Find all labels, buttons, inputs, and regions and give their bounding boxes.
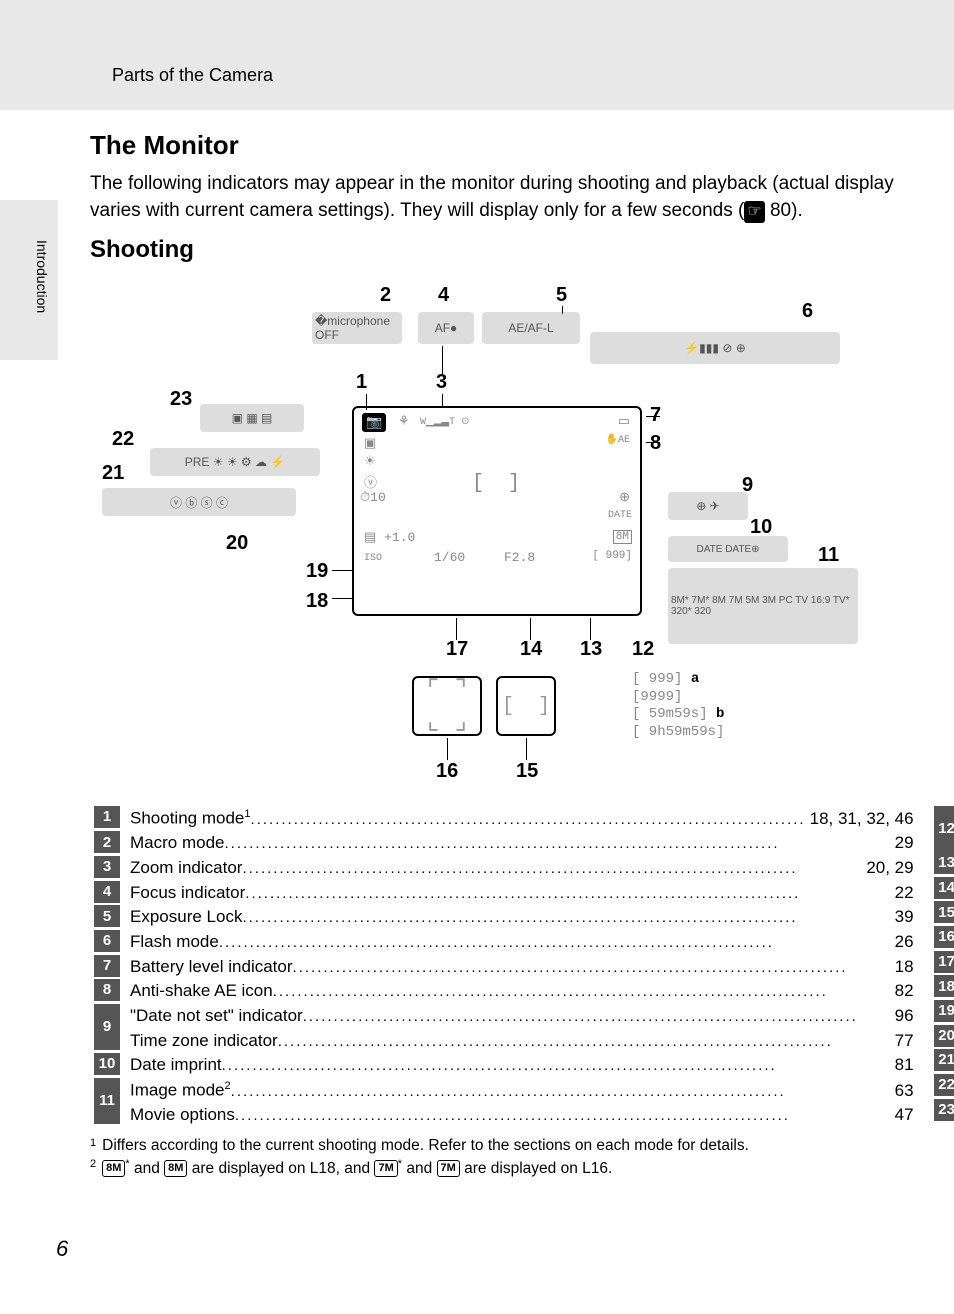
box-date: DATE DATE⊕ xyxy=(668,536,788,562)
sub-readout: [ 999] a [9999] [ 59m59s] b [ 9h59m59s] xyxy=(632,671,724,741)
legend-row: 13Internal memory indicator19 xyxy=(934,852,954,877)
self-timer: ⏱10 xyxy=(360,490,386,505)
legend-num: 19 xyxy=(934,1000,954,1022)
footnotes: 1Differs according to the current shooti… xyxy=(90,1128,894,1180)
legend-row: 17Shutter speed22 xyxy=(934,951,954,976)
monitor-outline: 📷 ⚘ W▁▂▃T ⊙ ▭ ✋AE ▣ ☀ ⓥ ⏱10 ⊕ DATE 8M ▤ … xyxy=(352,406,642,616)
focus-frame: [ ] xyxy=(496,676,556,736)
aperture: F2.8 xyxy=(504,550,535,565)
legend-row: 16Focus area (Face Priority)20, 22 xyxy=(934,926,954,951)
legend-right: 12aNumber of exposures remaining (still … xyxy=(934,806,954,1128)
mode-icon: 📷 xyxy=(362,413,386,432)
book-icon: ☞ xyxy=(744,201,764,223)
legend-num: 13 xyxy=(934,852,954,874)
legend-num: 1 xyxy=(94,806,120,828)
legend-row: 14Aperture22 xyxy=(934,877,954,902)
legend-row: 1Shooting mode118, 31, 32, 46 xyxy=(94,806,914,831)
legend-row: 19Exposure compensation value30 xyxy=(934,1000,954,1025)
legend-row: 8Anti-shake AE icon82 xyxy=(94,979,914,1004)
legend-row: 3Zoom indicator20, 29 xyxy=(94,856,914,881)
legend-num: 4 xyxy=(94,881,120,903)
box-flash: ⚡▮▮▮ ⊘ ⊕ xyxy=(590,332,840,364)
legend-num: 8 xyxy=(94,979,120,1001)
legend-row: 4Focus indicator22 xyxy=(94,881,914,906)
legend-row: 21Color options68 xyxy=(934,1049,954,1074)
section-title: Parts of the Camera xyxy=(112,65,273,85)
legend-num: 23 xyxy=(934,1099,954,1121)
page-number: 6 xyxy=(56,1236,68,1262)
legend-row: 11Image mode263Movie options47 xyxy=(94,1078,914,1128)
legend-row: 2Macro mode29 xyxy=(94,831,914,856)
legend-row: 18ISO sensitivity27 xyxy=(934,975,954,1000)
legend-num: 18 xyxy=(934,975,954,997)
remaining: [ 999] xyxy=(592,550,632,562)
legend-num: 6 xyxy=(94,930,120,952)
manual-page: Parts of the Camera Introduction The Mon… xyxy=(0,0,954,1314)
legend-num: 20 xyxy=(934,1025,954,1047)
legend-num: 17 xyxy=(934,951,954,973)
box-cont: ▣ ▦ ▤ xyxy=(200,404,304,432)
legend-row: 20Self-timer indicator28 xyxy=(934,1025,954,1050)
shutter-speed: 1/60 xyxy=(434,550,465,565)
legend-num: 16 xyxy=(934,926,954,948)
legend-row: 6Flash mode26 xyxy=(94,930,914,955)
legend-row: 7Battery level indicator18 xyxy=(94,955,914,980)
legend-num: 12 xyxy=(934,806,954,852)
legend-num: 22 xyxy=(934,1074,954,1096)
header-strip: Parts of the Camera xyxy=(0,0,954,110)
legend-num: 15 xyxy=(934,901,954,923)
legend-num: 2 xyxy=(94,831,120,853)
legend-num: 5 xyxy=(94,905,120,927)
legend-row: 22White balance mode65 xyxy=(934,1074,954,1099)
box-af: AF● xyxy=(418,312,474,344)
legend-num: 10 xyxy=(94,1053,120,1075)
legend-row: 9"Date not set" indicator96Time zone ind… xyxy=(94,1004,914,1053)
legend-num: 7 xyxy=(94,955,120,977)
legend-left: 1Shooting mode118, 31, 32, 462Macro mode… xyxy=(94,806,914,1128)
legend-num: 14 xyxy=(934,877,954,899)
legend-row: 10Date imprint81 xyxy=(94,1053,914,1078)
box-tz: ⊕ ✈ xyxy=(668,492,748,520)
intro-text: The following indicators may appear in t… xyxy=(90,171,894,224)
legend-row: 12aNumber of exposures remaining (still … xyxy=(934,806,954,852)
legend-num: 3 xyxy=(94,856,120,878)
content: The Monitor The following indicators may… xyxy=(0,110,954,1180)
legend-row: 23Continuous shooting mode67 xyxy=(934,1099,954,1124)
box-wb: PRE ☀ ☀ ⚙ ☁ ⚡ xyxy=(150,448,320,476)
box-color: ⓥ ⓑ ⓢ ⓒ xyxy=(102,488,296,516)
legend-num: 21 xyxy=(934,1049,954,1071)
box-size: 8M* 7M* 8M 7M 5M 3M PC TV 16:9 TV* 320* … xyxy=(668,568,858,644)
footnote-2: 8M* and 8M are displayed on L18, and 7M*… xyxy=(102,1157,612,1180)
legend-row: 5Exposure Lock39 xyxy=(94,905,914,930)
side-label: Introduction xyxy=(34,240,50,313)
box-aeafl: AE/AF-L xyxy=(482,312,580,344)
legend-num: 11 xyxy=(94,1078,120,1124)
subtitle: Shooting xyxy=(90,236,894,264)
legend: 1Shooting mode118, 31, 32, 462Macro mode… xyxy=(90,806,894,1128)
focus-face-frame: ⌜ ⌝⌞ ⌟ xyxy=(412,676,482,736)
legend-row: 15Focus area20, 22 xyxy=(934,901,954,926)
box-macro: �microphone OFF xyxy=(312,312,402,344)
legend-num: 9 xyxy=(94,1004,120,1050)
footnote-1: Differs according to the current shootin… xyxy=(102,1136,749,1157)
page-title: The Monitor xyxy=(90,130,894,161)
monitor-diagram: 📷 ⚘ W▁▂▃T ⊙ ▭ ✋AE ▣ ☀ ⓥ ⏱10 ⊕ DATE 8M ▤ … xyxy=(102,276,882,796)
